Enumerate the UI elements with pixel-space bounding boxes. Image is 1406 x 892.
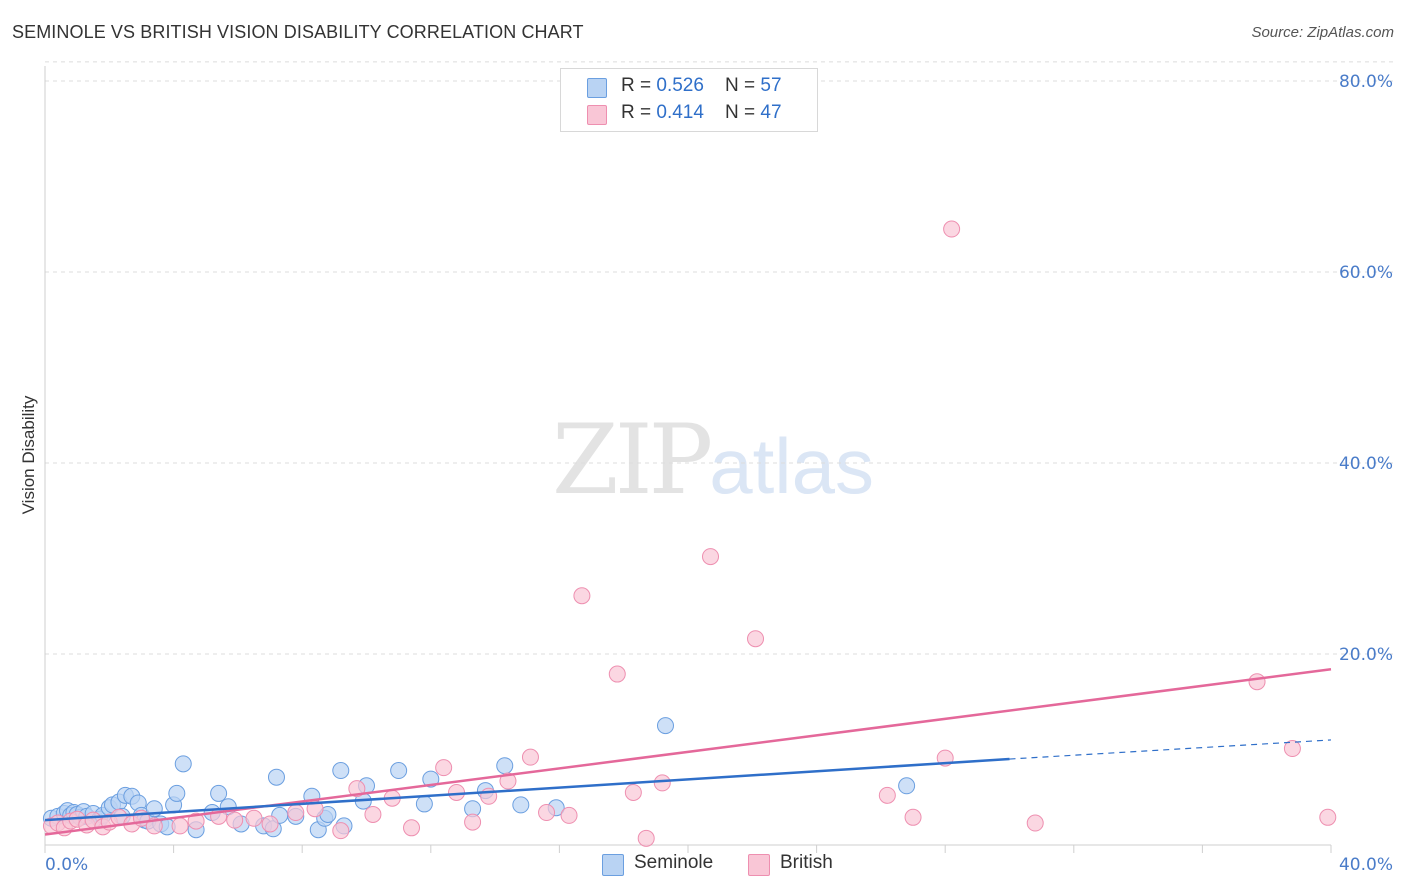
british-point	[521, 748, 539, 766]
trend-lines	[44, 668, 1332, 836]
british-point	[1283, 740, 1301, 758]
british-point	[448, 783, 466, 801]
legend-label-seminole: Seminole	[634, 852, 714, 873]
british-point	[1248, 673, 1266, 691]
seminole-point	[267, 768, 285, 786]
british-point	[878, 786, 896, 804]
watermark: ZIPatlas	[552, 404, 874, 516]
legend-swatch-seminole	[602, 854, 624, 876]
seminole-point	[174, 755, 192, 773]
british-point	[261, 815, 279, 833]
british-point	[226, 811, 244, 829]
british-point	[187, 812, 205, 830]
y-axis-label: Vision Disability	[19, 395, 38, 514]
series-legend: Seminole British	[0, 852, 1406, 878]
legend-r-value-british: 0.414	[656, 102, 704, 123]
british-point	[348, 780, 366, 798]
legend-swatch-seminole	[587, 78, 607, 98]
seminole-point	[422, 770, 440, 788]
seminole-trend-extension	[1009, 739, 1332, 760]
british-point	[538, 804, 556, 822]
legend-r-value-seminole: 0.526	[656, 75, 704, 96]
british-point	[608, 665, 626, 683]
y-tick-label: 60.0%	[1339, 263, 1393, 283]
source-label: Source: ZipAtlas.com	[1251, 24, 1394, 41]
british-point	[637, 829, 655, 847]
seminole-point	[168, 784, 186, 802]
watermark-atlas: atlas	[709, 422, 874, 510]
axes	[44, 66, 1332, 853]
british-point	[245, 809, 263, 827]
british-point	[624, 783, 642, 801]
x-tick-label: 40.0%	[1339, 855, 1393, 875]
legend-swatch-british	[748, 854, 770, 876]
british-point	[403, 819, 421, 837]
seminole-point	[332, 762, 350, 780]
british-point	[560, 806, 578, 824]
legend-r-label: R =	[621, 75, 657, 96]
watermark-zip: ZIP	[552, 404, 713, 516]
british-point	[464, 813, 482, 831]
british-point	[364, 805, 382, 823]
british-point	[943, 220, 961, 238]
y-tick-label: 20.0%	[1339, 645, 1393, 665]
correlation-legend: R = 0.526 N = 57 R = 0.414 N = 47	[560, 68, 818, 132]
legend-n-label: N =	[725, 75, 761, 96]
british-point	[171, 817, 189, 835]
british-point	[573, 587, 591, 605]
british-trend-line	[44, 668, 1332, 836]
seminole-point	[656, 717, 674, 735]
legend-n-value-seminole: 57	[760, 75, 782, 96]
british-point	[904, 808, 922, 826]
seminole-point	[210, 784, 228, 802]
legend-n-label: N =	[725, 102, 761, 123]
y-tick-label: 80.0%	[1339, 72, 1393, 92]
british-point	[1026, 814, 1044, 832]
british-point	[1319, 808, 1337, 826]
legend-n-value-british: 47	[760, 102, 782, 123]
legend-swatch-british	[587, 105, 607, 125]
british-point	[435, 759, 453, 777]
legend-label-british: British	[780, 852, 833, 873]
seminole-point	[415, 795, 433, 813]
chart-title: SEMINOLE VS BRITISH VISION DISABILITY CO…	[12, 22, 584, 42]
british-point	[702, 548, 720, 566]
grid-lines	[45, 61, 1393, 655]
legend-r-label: R =	[621, 102, 657, 123]
british-point	[653, 774, 671, 792]
british-point	[287, 804, 305, 822]
british-point	[747, 630, 765, 648]
tick-labels: 20.0% 40.0% 60.0% 80.0% 0.0% 40.0%	[45, 72, 1393, 875]
seminole-point	[390, 762, 408, 780]
seminole-trend-line	[44, 757, 1010, 822]
seminole-point	[898, 777, 916, 795]
seminole-point	[512, 796, 530, 814]
british-point	[499, 772, 517, 790]
x-tick-label: 0.0%	[45, 855, 88, 875]
y-tick-label: 40.0%	[1339, 454, 1393, 474]
british-point	[332, 822, 350, 840]
seminole-point	[496, 757, 514, 775]
